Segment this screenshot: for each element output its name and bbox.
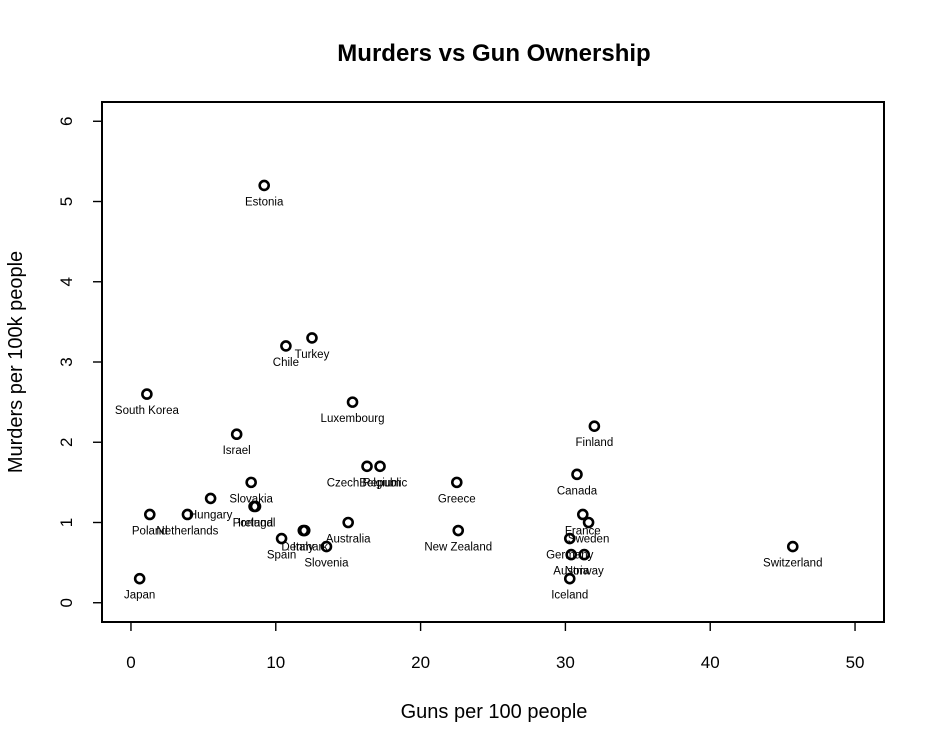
y-tick-label: 1 — [57, 518, 76, 527]
data-point — [248, 500, 260, 513]
data-point — [563, 572, 576, 585]
point-label: Japan — [124, 590, 155, 602]
point-label: Czech Republic — [327, 477, 408, 489]
data-point — [245, 476, 257, 489]
data-point — [133, 572, 146, 585]
point-label: Sweden — [568, 533, 610, 545]
point-label: Switzerland — [763, 558, 822, 570]
point-label: South Korea — [115, 405, 180, 417]
y-axis: 0 1 2 3 4 5 6 — [57, 117, 103, 607]
point-label: Iceland — [551, 590, 588, 602]
y-tick-label: 2 — [57, 438, 76, 447]
point-label: Slovenia — [304, 558, 349, 570]
x-tick-label: 40 — [701, 653, 720, 672]
data-point — [181, 508, 194, 521]
data-point — [565, 548, 578, 561]
data-point — [306, 332, 318, 344]
point-label: Austria — [553, 566, 589, 578]
x-tick-label: 30 — [556, 653, 575, 672]
y-tick-label: 0 — [57, 598, 76, 607]
data-point — [258, 179, 270, 192]
y-tick-label: 6 — [57, 117, 76, 126]
data-point — [143, 508, 156, 521]
point-label: Hungary — [189, 509, 233, 521]
point-label: Denmark — [281, 542, 328, 554]
point-label: Spain — [267, 550, 296, 562]
point-label: Australia — [326, 533, 371, 545]
data-point — [320, 540, 333, 553]
data-point — [204, 492, 217, 505]
data-point — [361, 460, 373, 473]
data-point — [452, 524, 465, 537]
data-point — [563, 532, 576, 545]
point-label: Israel — [223, 445, 251, 457]
y-tick-label: 5 — [57, 197, 76, 206]
plot-frame — [101, 101, 885, 623]
point-label: New Zealand — [424, 542, 492, 554]
point-label: Norway — [565, 566, 604, 578]
point-label: Finland — [576, 437, 614, 449]
point-label: Belgium — [359, 477, 401, 489]
x-tick-label: 20 — [411, 653, 430, 672]
data-point — [141, 388, 153, 400]
data-point — [280, 340, 292, 352]
data-point — [450, 476, 463, 489]
data-point — [582, 516, 595, 529]
data-point — [576, 508, 589, 521]
point-label: Canada — [557, 485, 598, 497]
point-label: Turkey — [295, 349, 330, 361]
data-point — [588, 420, 601, 432]
point-label: Italy — [293, 542, 314, 554]
point-label: Portugal — [233, 517, 276, 529]
x-tick-label: 0 — [126, 653, 135, 672]
point-label: Luxembourg — [321, 413, 385, 425]
data-point — [374, 460, 386, 473]
data-point — [786, 540, 799, 553]
data-point — [275, 532, 288, 545]
point-label: Ireland — [238, 517, 273, 529]
data-point — [578, 548, 591, 561]
y-axis-label: Murders per 100k people — [5, 251, 27, 473]
point-label: Netherlands — [156, 525, 218, 537]
point-label: Poland — [132, 525, 168, 537]
data-point — [571, 468, 583, 481]
y-tick-label: 4 — [57, 277, 76, 286]
point-label: Estonia — [245, 196, 284, 208]
data-point — [230, 428, 243, 441]
x-tick-label: 50 — [846, 653, 865, 672]
x-tick-label: 10 — [266, 653, 285, 672]
point-label: Greece — [438, 493, 476, 505]
chart-title: Murders vs Gun Ownership — [337, 40, 650, 67]
point-label: Chile — [273, 357, 299, 369]
data-point — [297, 524, 310, 537]
x-axis: 0 10 20 30 40 50 — [126, 621, 865, 672]
data-point — [346, 396, 359, 408]
data-point — [342, 516, 354, 529]
x-axis-label: Guns per 100 people — [401, 701, 588, 723]
y-tick-label: 3 — [57, 357, 76, 366]
point-label: Slovakia — [229, 493, 273, 505]
